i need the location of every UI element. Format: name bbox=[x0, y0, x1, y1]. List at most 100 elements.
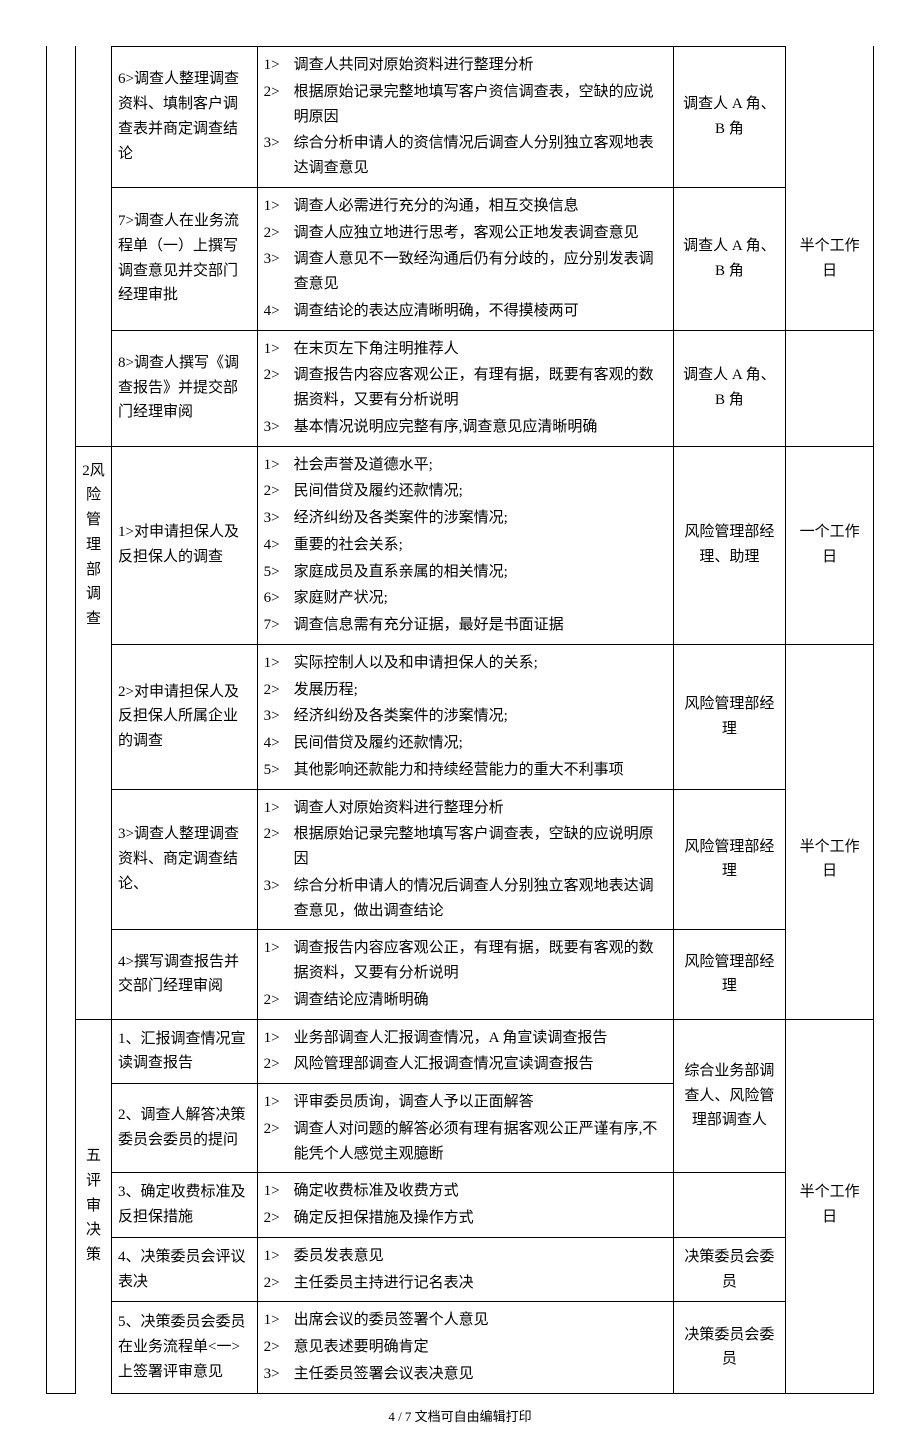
role-cell: 决策委员会委员 bbox=[673, 1237, 786, 1302]
detail-item: 4>重要的社会关系; bbox=[264, 533, 667, 558]
phase-cell bbox=[75, 330, 111, 446]
detail-text: 确定收费标准及收费方式 bbox=[294, 1179, 667, 1204]
detail-number: 2> bbox=[264, 479, 294, 504]
detail-item: 3>经济纠纷及各类案件的涉案情况; bbox=[264, 704, 667, 729]
detail-number: 1> bbox=[264, 936, 294, 961]
phase-cell: 2风险管理部调查 bbox=[75, 446, 111, 644]
detail-item: 6>家庭财产状况; bbox=[264, 586, 667, 611]
detail-number: 2> bbox=[264, 1271, 294, 1296]
detail-text: 出席会议的委员签署个人意见 bbox=[294, 1308, 667, 1333]
detail-number: 2> bbox=[264, 221, 294, 246]
process-table: 6>调查人整理调查资料、填制客户调查表并商定调查结论1>调查人共同对原始资料进行… bbox=[46, 46, 874, 1394]
detail-item: 1>业务部调查人汇报调查情况，A 角宣读调查报告 bbox=[264, 1026, 667, 1051]
table-row: 3>调查人整理调查资料、商定调查结论、1>调查人对原始资料进行整理分析2>根据原… bbox=[47, 789, 874, 930]
detail-number: 4> bbox=[264, 299, 294, 324]
detail-text: 委员发表意见 bbox=[294, 1244, 667, 1269]
detail-number: 2> bbox=[264, 80, 294, 105]
table-row: 4、决策委员会评议表决1>委员发表意见2>主任委员主持进行记名表决决策委员会委员 bbox=[47, 1237, 874, 1302]
phase-cell bbox=[75, 644, 111, 789]
detail-item: 2>主任委员主持进行记名表决 bbox=[264, 1271, 667, 1296]
detail-text: 评审委员质询，调查人予以正面解答 bbox=[294, 1090, 667, 1115]
page: 6>调查人整理调查资料、填制客户调查表并商定调查结论1>调查人共同对原始资料进行… bbox=[0, 0, 920, 1447]
detail-cell: 1>业务部调查人汇报调查情况，A 角宣读调查报告2>风险管理部调查人汇报调查情况… bbox=[257, 1019, 673, 1084]
detail-number: 3> bbox=[264, 131, 294, 156]
detail-item: 2>调查人对问题的解答必须有理有据客观公正严谨有序,不能凭个人感觉主观臆断 bbox=[264, 1117, 667, 1167]
detail-text: 实际控制人以及和申请担保人的关系; bbox=[294, 651, 667, 676]
detail-cell: 1>委员发表意见2>主任委员主持进行记名表决 bbox=[257, 1237, 673, 1302]
time-cell bbox=[786, 1237, 874, 1302]
detail-number: 2> bbox=[264, 363, 294, 388]
detail-text: 调查人对原始资料进行整理分析 bbox=[294, 796, 667, 821]
detail-item: 2>根据原始记录完整地填写客户调查表，空缺的应说明原因 bbox=[264, 822, 667, 872]
detail-number: 2> bbox=[264, 822, 294, 847]
detail-item: 2>发展历程; bbox=[264, 678, 667, 703]
detail-number: 2> bbox=[264, 1052, 294, 1077]
table-row: 6>调查人整理调查资料、填制客户调查表并商定调查结论1>调查人共同对原始资料进行… bbox=[47, 47, 874, 188]
detail-text: 调查结论应清晰明确 bbox=[294, 988, 667, 1013]
time-cell bbox=[786, 644, 874, 789]
detail-item: 1>实际控制人以及和申请担保人的关系; bbox=[264, 651, 667, 676]
gutter-cell bbox=[47, 1019, 76, 1084]
table-row: 8>调查人撰写《调查报告》并提交部门经理审阅1>在末页左下角注明推荐人2>调查报… bbox=[47, 330, 874, 446]
time-cell bbox=[786, 1084, 874, 1173]
step-cell: 3、确定收费标准及反担保措施 bbox=[112, 1173, 258, 1238]
detail-cell: 1>确定收费标准及收费方式2>确定反担保措施及操作方式 bbox=[257, 1173, 673, 1238]
table-row: 五评审决策1、汇报调查情况宣读调查报告1>业务部调查人汇报调查情况，A 角宣读调… bbox=[47, 1019, 874, 1084]
detail-text: 家庭成员及直系亲属的相关情况; bbox=[294, 560, 667, 585]
detail-text: 调查结论的表达应清晰明确，不得摸棱两可 bbox=[294, 299, 667, 324]
detail-item: 1>出席会议的委员签署个人意见 bbox=[264, 1308, 667, 1333]
table-row: 2风险管理部调查1>对申请担保人及反担保人的调查1>社会声誉及道德水平;2>民间… bbox=[47, 446, 874, 644]
detail-item: 3>综合分析申请人的资信情况后调查人分别独立客观地表达调查意见 bbox=[264, 131, 667, 181]
phase-cell: 五评审决策 bbox=[75, 1019, 111, 1393]
detail-item: 1>委员发表意见 bbox=[264, 1244, 667, 1269]
detail-text: 在末页左下角注明推荐人 bbox=[294, 337, 667, 362]
detail-text: 家庭财产状况; bbox=[294, 586, 667, 611]
gutter-cell bbox=[47, 187, 76, 330]
detail-number: 3> bbox=[264, 874, 294, 899]
role-cell: 风险管理部经理 bbox=[673, 930, 786, 1019]
detail-number: 1> bbox=[264, 1244, 294, 1269]
detail-number: 3> bbox=[264, 704, 294, 729]
detail-text: 根据原始记录完整地填写客户调查表，空缺的应说明原因 bbox=[294, 822, 667, 872]
gutter-cell bbox=[47, 446, 76, 644]
detail-item: 1>调查报告内容应客观公正，有理有据，既要有客观的数据资料，又要有分析说明 bbox=[264, 936, 667, 986]
detail-text: 经济纠纷及各类案件的涉案情况; bbox=[294, 506, 667, 531]
detail-text: 民间借贷及履约还款情况; bbox=[294, 479, 667, 504]
gutter-cell bbox=[47, 1302, 76, 1393]
role-cell bbox=[673, 1173, 786, 1238]
detail-cell: 1>在末页左下角注明推荐人2>调查报告内容应客观公正，有理有据，既要有客观的数据… bbox=[257, 330, 673, 446]
detail-number: 1> bbox=[264, 337, 294, 362]
detail-item: 1>在末页左下角注明推荐人 bbox=[264, 337, 667, 362]
detail-number: 1> bbox=[264, 194, 294, 219]
time-cell: 半个工作日 bbox=[786, 187, 874, 330]
page-footer: 4 / 7 文档可自由编辑打印 bbox=[46, 1406, 874, 1427]
gutter-cell bbox=[47, 930, 76, 1019]
detail-text: 综合分析申请人的资信情况后调查人分别独立客观地表达调查意见 bbox=[294, 131, 667, 181]
detail-number: 2> bbox=[264, 1117, 294, 1142]
role-cell: 综合业务部调查人、风险管理部调查人 bbox=[673, 1019, 786, 1173]
detail-number: 4> bbox=[264, 533, 294, 558]
detail-item: 1>调查人对原始资料进行整理分析 bbox=[264, 796, 667, 821]
table-row: 4>撰写调查报告并交部门经理审阅1>调查报告内容应客观公正，有理有据，既要有客观… bbox=[47, 930, 874, 1019]
detail-text: 风险管理部调查人汇报调查情况宣读调查报告 bbox=[294, 1052, 667, 1077]
detail-text: 业务部调查人汇报调查情况，A 角宣读调查报告 bbox=[294, 1026, 667, 1051]
detail-cell: 1>调查报告内容应客观公正，有理有据，既要有客观的数据资料，又要有分析说明2>调… bbox=[257, 930, 673, 1019]
detail-cell: 1>调查人必需进行充分的沟通，相互交换信息2>调查人应独立地进行思考，客观公正地… bbox=[257, 187, 673, 330]
detail-item: 2>根据原始记录完整地填写客户资信调查表，空缺的应说明原因 bbox=[264, 80, 667, 130]
time-cell bbox=[786, 1302, 874, 1393]
detail-number: 1> bbox=[264, 1090, 294, 1115]
detail-text: 主任委员主持进行记名表决 bbox=[294, 1271, 667, 1296]
detail-item: 3>主任委员签署会议表决意见 bbox=[264, 1362, 667, 1387]
detail-number: 1> bbox=[264, 1179, 294, 1204]
detail-text: 经济纠纷及各类案件的涉案情况; bbox=[294, 704, 667, 729]
role-cell: 风险管理部经理、助理 bbox=[673, 446, 786, 644]
detail-text: 调查人意见不一致经沟通后仍有分歧的，应分别发表调查意见 bbox=[294, 247, 667, 297]
detail-item: 7>调查信息需有充分证据，最好是书面证据 bbox=[264, 613, 667, 638]
detail-number: 5> bbox=[264, 758, 294, 783]
detail-number: 4> bbox=[264, 731, 294, 756]
detail-text: 调查人共同对原始资料进行整理分析 bbox=[294, 53, 667, 78]
detail-number: 1> bbox=[264, 651, 294, 676]
table-row: 7>调查人在业务流程单（一）上撰写调查意见并交部门经理审批1>调查人必需进行充分… bbox=[47, 187, 874, 330]
detail-text: 确定反担保措施及操作方式 bbox=[294, 1206, 667, 1231]
detail-text: 调查报告内容应客观公正，有理有据，既要有客观的数据资料，又要有分析说明 bbox=[294, 363, 667, 413]
